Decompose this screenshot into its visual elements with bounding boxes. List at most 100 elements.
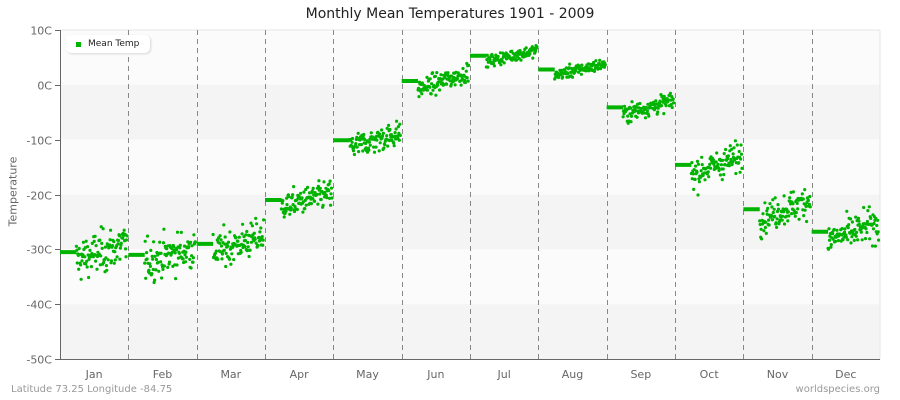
data-point bbox=[826, 247, 831, 251]
data-point bbox=[580, 63, 584, 67]
data-point bbox=[695, 159, 700, 163]
data-point bbox=[873, 244, 878, 248]
data-point bbox=[829, 243, 833, 247]
data-point bbox=[435, 71, 439, 75]
data-point bbox=[378, 132, 382, 136]
data-point bbox=[124, 247, 128, 251]
data-point bbox=[696, 193, 700, 197]
data-point bbox=[465, 76, 469, 80]
data-point bbox=[165, 247, 169, 251]
data-point bbox=[84, 262, 88, 266]
data-point bbox=[708, 162, 712, 166]
data-point bbox=[850, 220, 855, 224]
data-point bbox=[731, 152, 735, 156]
data-point bbox=[350, 136, 355, 141]
data-point bbox=[515, 58, 519, 62]
data-point bbox=[250, 224, 254, 228]
data-point bbox=[232, 258, 236, 262]
data-point bbox=[258, 230, 262, 234]
data-point bbox=[738, 170, 742, 174]
data-point bbox=[154, 268, 158, 272]
data-point bbox=[566, 72, 570, 76]
data-point bbox=[280, 201, 284, 205]
x-tick-label: Jul bbox=[497, 368, 511, 381]
data-point bbox=[459, 83, 463, 87]
data-point bbox=[796, 207, 800, 211]
data-point bbox=[94, 259, 98, 263]
data-point bbox=[380, 134, 385, 138]
data-point bbox=[388, 127, 392, 132]
data-point bbox=[463, 80, 467, 85]
data-point bbox=[92, 239, 96, 243]
data-point bbox=[179, 230, 183, 234]
data-point bbox=[182, 244, 187, 248]
data-point bbox=[670, 95, 674, 99]
y-tick-label: -40C bbox=[26, 299, 52, 312]
data-point bbox=[214, 249, 218, 253]
data-point bbox=[396, 125, 400, 129]
data-point bbox=[249, 221, 253, 225]
data-point bbox=[245, 249, 249, 253]
data-point bbox=[295, 207, 299, 212]
data-point bbox=[840, 227, 844, 231]
data-point bbox=[119, 241, 123, 245]
data-point bbox=[368, 143, 372, 147]
data-point bbox=[262, 218, 266, 222]
y-tick-label: -30C bbox=[26, 244, 52, 257]
data-point bbox=[531, 56, 535, 60]
data-point bbox=[856, 238, 860, 242]
data-point bbox=[104, 256, 108, 260]
data-point bbox=[121, 236, 125, 240]
data-point bbox=[236, 239, 240, 243]
data-point bbox=[716, 162, 720, 166]
data-point bbox=[803, 208, 807, 212]
data-point bbox=[157, 269, 161, 273]
data-point bbox=[760, 237, 764, 241]
data-point bbox=[94, 244, 98, 248]
data-point bbox=[109, 228, 113, 232]
data-point bbox=[518, 49, 522, 53]
data-point bbox=[116, 238, 121, 243]
data-point bbox=[189, 266, 193, 270]
data-point bbox=[304, 187, 308, 192]
data-point bbox=[450, 74, 454, 78]
data-point bbox=[222, 223, 226, 227]
data-point bbox=[577, 70, 581, 74]
chart-title: Monthly Mean Temperatures 1901 - 2009 bbox=[305, 6, 595, 22]
data-point bbox=[800, 192, 804, 196]
data-point bbox=[446, 71, 450, 75]
data-point bbox=[692, 187, 696, 191]
data-point bbox=[621, 115, 625, 119]
data-point bbox=[842, 230, 847, 234]
x-tick-label: Jun bbox=[426, 368, 444, 381]
data-point bbox=[449, 82, 453, 86]
data-point bbox=[849, 241, 853, 245]
data-point bbox=[285, 196, 289, 200]
data-point bbox=[329, 186, 334, 190]
data-point bbox=[740, 166, 744, 170]
data-point bbox=[692, 168, 696, 172]
data-point bbox=[216, 257, 220, 261]
data-point bbox=[592, 60, 596, 65]
data-point bbox=[108, 243, 112, 247]
data-point bbox=[318, 186, 322, 190]
data-point bbox=[75, 248, 79, 252]
data-point bbox=[104, 264, 108, 268]
data-point bbox=[282, 215, 286, 219]
data-point bbox=[831, 237, 835, 241]
data-point bbox=[719, 163, 724, 167]
data-point bbox=[191, 260, 195, 264]
data-point bbox=[125, 234, 129, 238]
data-point bbox=[762, 229, 766, 233]
data-point bbox=[847, 223, 851, 227]
data-point bbox=[310, 189, 314, 193]
data-point bbox=[148, 264, 152, 268]
data-point bbox=[398, 122, 402, 126]
data-point bbox=[486, 65, 490, 69]
data-point bbox=[387, 138, 392, 143]
data-point bbox=[313, 199, 317, 203]
data-point bbox=[167, 260, 172, 264]
data-point bbox=[717, 166, 721, 170]
x-tick-label: Aug bbox=[562, 368, 583, 381]
data-point bbox=[184, 250, 188, 254]
